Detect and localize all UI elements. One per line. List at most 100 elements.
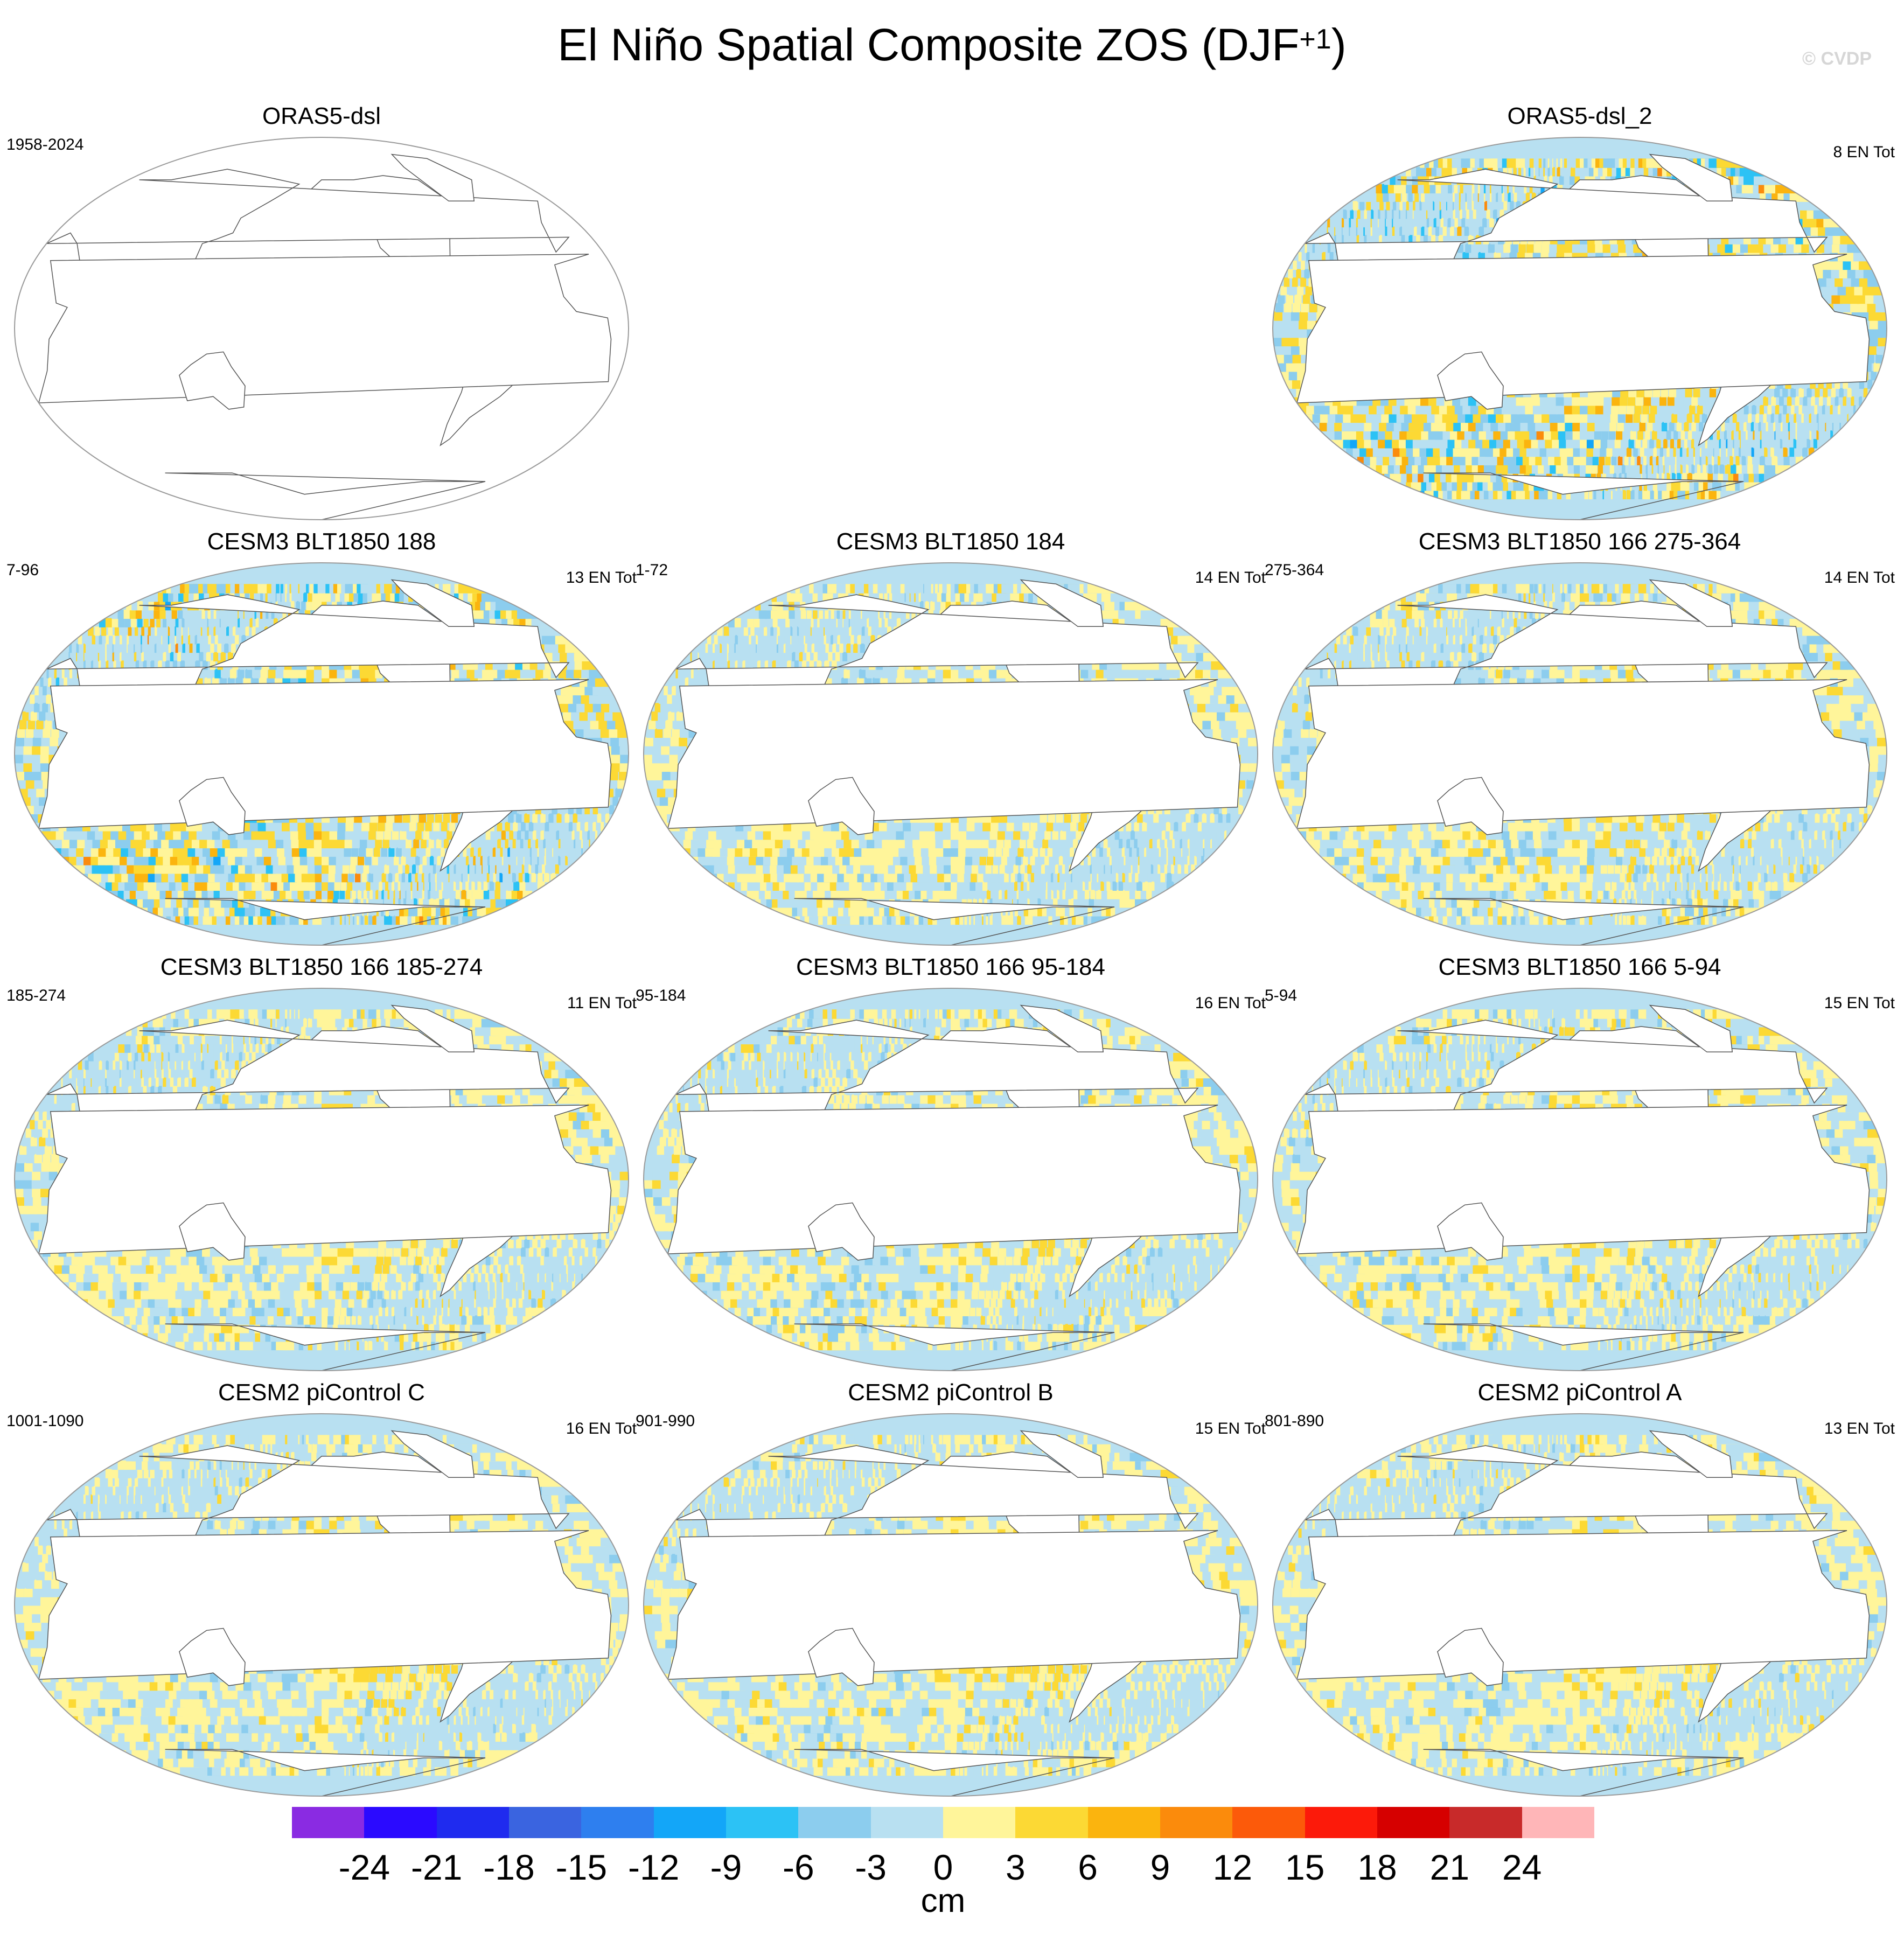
anomaly-cell [513,822,518,832]
anomaly-cell [1666,430,1671,440]
anomaly-cell [340,881,346,891]
anomaly-cell [1552,167,1555,177]
anomaly-cell [394,813,402,823]
anomaly-cell [1855,388,1860,397]
anomaly-cell [1640,464,1642,474]
anomaly-cell [466,890,472,899]
anomaly-cell [336,847,344,857]
anomaly-cell [1635,473,1637,483]
anomaly-cell [1448,184,1452,194]
anomaly-cell [515,847,518,857]
anomaly-cell [1617,422,1624,431]
anomaly-cell [1745,447,1748,457]
anomaly-cell [447,830,452,840]
anomaly-cell [473,856,476,865]
anomaly-cell [507,847,510,857]
anomaly-cell [1421,226,1425,236]
anomaly-cell [1503,167,1508,177]
anomaly-cell [1459,192,1461,202]
anomaly-cell [1656,456,1659,465]
anomaly-cell [1718,456,1721,465]
anomaly-cell [1352,201,1358,211]
anomaly-cell [537,856,539,865]
anomaly-cell [291,839,301,849]
anomaly-cell [344,915,346,925]
anomaly-cell [1471,184,1475,194]
anomaly-cell [1788,430,1790,440]
anomaly-cell [1611,405,1619,415]
anomaly-cell [468,864,470,874]
anomaly-cell [1419,210,1421,219]
anomaly-cell [568,822,573,832]
anomaly-cell [361,822,369,832]
anomaly-cell [1774,388,1780,397]
anomaly-cell [478,847,482,857]
anomaly-cell [353,881,359,891]
anomaly-cell [574,839,576,849]
anomaly-cell [447,881,450,891]
anomaly-cell [433,864,436,874]
anomaly-cell [1609,464,1614,474]
anomaly-cell [299,847,308,857]
figure-title-close: ) [1331,19,1347,70]
panel-title: CESM3 BLT1850 188 [6,527,637,557]
anomaly-cell [377,864,383,874]
anomaly-cell [1547,158,1550,168]
anomaly-cell [356,864,362,874]
anomaly-cell [1520,422,1530,431]
anomaly-cell [461,890,466,899]
anomaly-cell [1480,210,1483,219]
anomaly-cell [437,856,441,865]
anomaly-cell [1327,226,1328,236]
anomaly-cell [322,822,330,832]
anomaly-cell [433,890,436,899]
anomaly-cell [1546,447,1556,457]
anomaly-cell [351,890,356,899]
anomaly-cell [1426,210,1428,219]
anomaly-cell [344,839,352,849]
anomaly-cell [1802,447,1808,457]
anomaly-cell [1414,192,1419,202]
anomaly-cell [1832,422,1834,431]
anomaly-cell [1677,473,1682,483]
anomaly-cell [1586,439,1594,449]
anomaly-cell [410,813,419,823]
anomaly-cell [34,728,43,738]
anomaly-cell [1652,481,1657,491]
anomaly-cell [1787,439,1790,449]
anomaly-cell [1697,405,1703,415]
anomaly-cell [1408,192,1413,202]
anomaly-cell [612,796,618,806]
anomaly-cell [1560,158,1563,168]
anomaly-cell [435,872,437,883]
anomaly-cell [393,822,401,832]
anomaly-cell [1787,396,1792,406]
anomaly-cell [441,822,448,832]
anomaly-cell [379,856,385,865]
anomaly-cell [1580,430,1588,440]
anomaly-cell [572,856,575,865]
anomaly-cell [1492,210,1497,219]
anomaly-cell [507,881,513,891]
anomaly-cell [372,856,378,865]
anomaly-cell [1575,490,1581,500]
anomaly-cell [353,830,361,840]
anomaly-cell [1533,413,1544,423]
anomaly-cell [1610,243,1620,253]
anomaly-cell [1659,430,1664,440]
anomaly-cell [1743,422,1747,431]
anomaly-cell [366,847,373,857]
anomaly-cell [24,771,35,780]
anomaly-cell [1301,303,1309,312]
anomaly-cell [1465,201,1467,211]
anomaly-cell [369,890,373,899]
anomaly-cell [1490,184,1491,194]
anomaly-cell [361,872,367,883]
anomaly-cell [322,864,329,874]
anomaly-cell [1524,184,1527,194]
anomaly-cell [1329,252,1334,262]
anomaly-cell [1706,447,1708,457]
anomaly-cell [1454,218,1458,228]
anomaly-cell [1473,210,1476,219]
anomaly-cell [1385,218,1386,228]
